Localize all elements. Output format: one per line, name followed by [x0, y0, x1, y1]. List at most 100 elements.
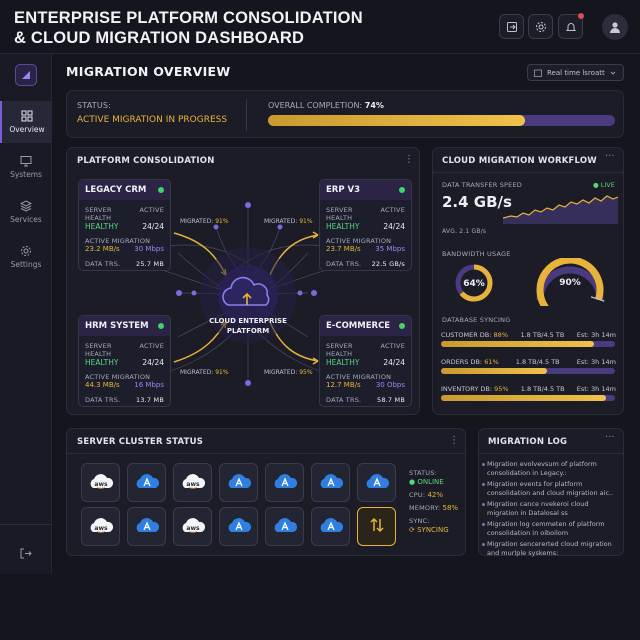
completion-label: OVERALL COMPLETION: 74% — [268, 101, 384, 110]
log-menu-icon[interactable]: ··· — [605, 432, 615, 443]
server-azure[interactable] — [265, 463, 304, 502]
server-azure[interactable] — [219, 507, 258, 546]
speed-sparkline — [503, 195, 618, 224]
system-card-legacy-crm[interactable]: LEGACY CRM SERVER HEALTH ACTIVE HEALTHY 24… — [78, 179, 171, 271]
sidebar-item-overview[interactable]: Overview — [0, 101, 52, 143]
sidebar-item-settings[interactable]: Settings — [0, 236, 52, 278]
sync-server-button[interactable] — [357, 507, 396, 546]
aws-cloud-icon: aws — [180, 515, 206, 539]
status-dot — [158, 323, 164, 329]
azure-cloud-icon — [272, 515, 298, 539]
migrated-labels: MIGRATED: 91% MIGRATED: 91% MIGRATED: 91… — [180, 218, 313, 376]
sidebar-item-systems[interactable]: Systems — [0, 146, 52, 188]
log-panel: MIGRATION LOG ··· — [478, 428, 624, 556]
system-card-erp-v3[interactable]: ERP V3 SERVER HEALTH ACTIVE HEALTHY 24/24 … — [319, 179, 412, 271]
title-line-2: & CLOUD MIGRATION DASHBOARD — [14, 29, 305, 47]
log-title: MIGRATION LOG — [488, 437, 568, 447]
hub-label-2: PLATFORM — [227, 327, 269, 335]
server-azure[interactable] — [265, 507, 304, 546]
svg-text:aws: aws — [186, 481, 200, 488]
log-entry: Migration cance nvekeroi cloud migration… — [482, 500, 617, 517]
cluster-title: SERVER CLUSTER STATUS — [77, 437, 204, 447]
status-dot — [399, 187, 405, 193]
gear-icon — [21, 246, 31, 256]
log-divider — [479, 453, 623, 454]
azure-cloud-icon — [364, 471, 390, 495]
sidebar-item-label: Overview — [9, 125, 45, 134]
server-azure[interactable] — [311, 507, 350, 546]
workflow-menu-icon[interactable]: ··· — [605, 151, 615, 162]
health-value: HEALTHY — [326, 222, 360, 231]
completion-progress — [268, 115, 615, 126]
hub-label-1: CLOUD ENTERPRISE — [209, 317, 287, 325]
db-sync-progress-fill — [441, 395, 607, 401]
server-azure[interactable] — [127, 507, 166, 546]
system-card-hrm-system[interactable]: HRM SYSTEM SERVER HEALTH ACTIVE HEALTHY 24… — [78, 315, 171, 407]
logo-icon — [22, 71, 30, 79]
sync-status: ⟳ SYNCING — [409, 526, 449, 534]
db-sync-progress — [441, 341, 615, 347]
completion-progress-fill — [268, 115, 525, 126]
cpu-value: 42% — [427, 491, 444, 499]
sidebar-item-label: Services — [10, 215, 42, 224]
logout-button[interactable] — [19, 545, 32, 564]
workflow-panel: CLOUD MIGRATION WORKFLOW ··· DATA TRANSF… — [432, 147, 624, 415]
server-azure[interactable] — [311, 463, 350, 502]
consolidation-menu-icon[interactable]: ⋮ — [404, 154, 414, 165]
health-value: HEALTHY — [326, 358, 360, 367]
status-dot — [399, 323, 405, 329]
sidebar-item-services[interactable]: Services — [0, 191, 52, 233]
cloud-platform-hub — [200, 247, 296, 343]
speed-average: AVG. 2.1 GB/s — [442, 228, 487, 235]
azure-cloud-icon — [226, 515, 252, 539]
realtime-label: Real time lsroatt — [547, 68, 605, 77]
migrated-label-br: MIGRATED: 95% — [264, 369, 313, 376]
speed-label: DATA TRANSFER SPEED — [442, 181, 522, 189]
server-azure[interactable] — [127, 463, 166, 502]
realtime-select[interactable]: Real time lsroatt — [527, 64, 624, 81]
status-label: STATUS: — [77, 101, 112, 110]
completion-value: 74% — [364, 101, 384, 110]
server-aws[interactable]: aws — [173, 463, 212, 502]
log-entry: Migration evolvevsum of platform consoli… — [482, 460, 617, 477]
notifications-button[interactable] — [558, 13, 584, 39]
migrated-label-bl: MIGRATED: 91% — [180, 369, 229, 376]
azure-cloud-icon — [134, 515, 160, 539]
server-azure[interactable] — [219, 463, 258, 502]
user-avatar[interactable] — [602, 14, 628, 40]
aws-cloud-icon: aws — [88, 471, 114, 495]
migrated-label-tr: MIGRATED: 91% — [264, 218, 313, 225]
sync-label: DATABASE SYNCING — [442, 316, 511, 324]
migrated-label-tl: MIGRATED: 91% — [180, 218, 229, 225]
azure-cloud-icon — [226, 471, 252, 495]
bandwidth-gauge-1: 64% — [455, 264, 493, 302]
card-name: LEGACY CRM — [85, 185, 147, 195]
server-aws[interactable]: aws — [81, 507, 120, 546]
aws-cloud-icon: aws — [88, 515, 114, 539]
server-azure[interactable] — [357, 463, 396, 502]
settings-button[interactable] — [528, 14, 553, 39]
server-aws[interactable]: aws — [81, 463, 120, 502]
cluster-menu-icon[interactable]: ⋮ — [449, 435, 459, 446]
server-aws[interactable]: aws — [173, 507, 212, 546]
azure-cloud-icon — [318, 471, 344, 495]
health-value: HEALTHY — [85, 358, 119, 367]
workflow-title: CLOUD MIGRATION WORKFLOW — [442, 156, 597, 166]
svg-text:aws: aws — [94, 525, 108, 532]
network-nodes — [176, 202, 317, 386]
db-sync-progress-fill — [441, 341, 595, 347]
card-name: ERP V3 — [326, 185, 361, 195]
status-divider — [246, 99, 247, 131]
chevron-down-icon — [610, 71, 616, 75]
sidebar-item-label: Systems — [10, 170, 42, 179]
azure-cloud-icon — [318, 515, 344, 539]
status-dot — [158, 187, 164, 193]
system-card-e-commerce[interactable]: E-COMMERCE SERVER HEALTH ACTIVE HEALTHY 24… — [319, 315, 412, 407]
bell-icon — [565, 22, 576, 31]
db-sync-progress — [441, 395, 615, 401]
layers-icon — [20, 200, 32, 212]
speed-value: 2.4 GB/s — [442, 193, 512, 211]
app-logo[interactable] — [15, 64, 37, 86]
export-button[interactable] — [499, 14, 524, 39]
azure-cloud-icon — [272, 471, 298, 495]
